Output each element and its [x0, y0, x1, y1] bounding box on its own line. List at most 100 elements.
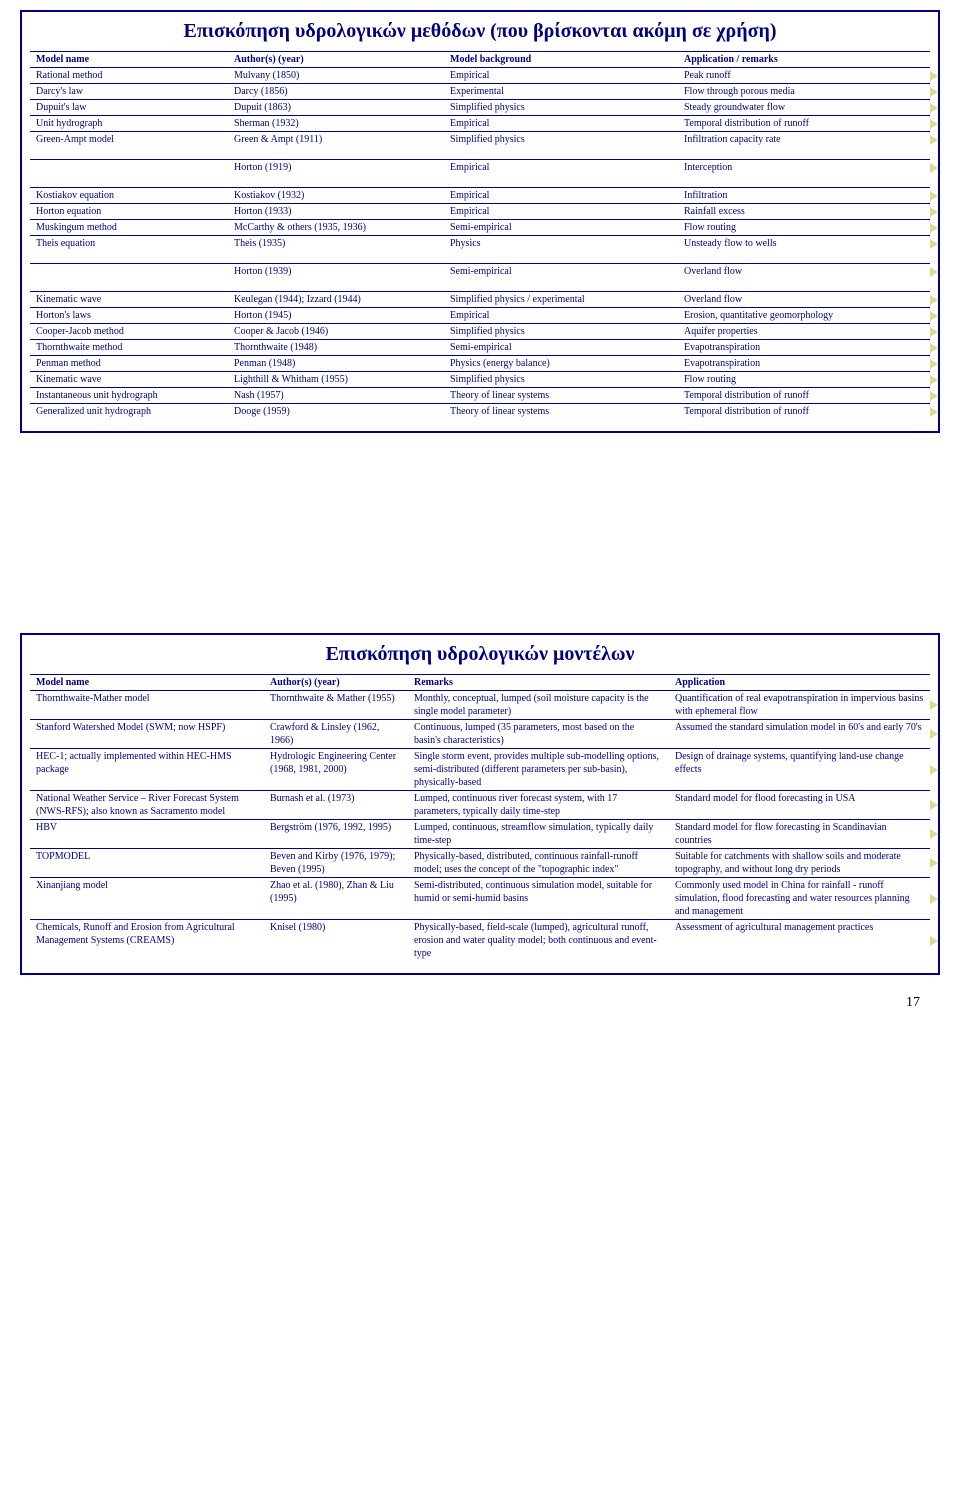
table-cell: Knisel (1980) — [264, 920, 408, 962]
table-cell: Simplified physics — [444, 324, 678, 340]
table-cell: Kinematic wave — [30, 292, 228, 308]
table-cell: Darcy's law — [30, 84, 228, 100]
table-cell: Sherman (1932) — [228, 116, 444, 132]
table-cell: Physically-based, field-scale (lumped), … — [408, 920, 669, 962]
table-cell: Theis (1935) — [228, 236, 444, 252]
table-cell: Simplified physics — [444, 372, 678, 388]
table-cell: Empirical — [444, 68, 678, 84]
table-cell: Temporal distribution of runoff — [678, 404, 930, 420]
table-cell: Horton (1939) — [228, 264, 444, 280]
table-row: National Weather Service – River Forecas… — [30, 791, 930, 820]
table-cell: Suitable for catchments with shallow soi… — [669, 849, 930, 878]
table-header: Remarks — [408, 675, 669, 691]
table-cell: Hydrologic Engineering Center (1968, 198… — [264, 749, 408, 791]
section-gap — [30, 251, 930, 264]
table-cell: Dupuit (1863) — [228, 100, 444, 116]
table-cell: Thornthwaite (1948) — [228, 340, 444, 356]
table-cell: Darcy (1856) — [228, 84, 444, 100]
table-cell: Flow routing — [678, 220, 930, 236]
table-cell: Flow routing — [678, 372, 930, 388]
table-cell: Quantification of real evapotranspiratio… — [669, 691, 930, 720]
table-cell: Simplified physics — [444, 100, 678, 116]
table-header: Application / remarks — [678, 52, 930, 68]
table-cell: Theory of linear systems — [444, 404, 678, 420]
table-row: Generalized unit hydrographDooge (1959)T… — [30, 404, 930, 420]
table-row: Penman methodPenman (1948)Physics (energ… — [30, 356, 930, 372]
table-cell: Steady groundwater flow — [678, 100, 930, 116]
table-cell: Experimental — [444, 84, 678, 100]
table-cell: TOPMODEL — [30, 849, 264, 878]
table-row: Horton equationHorton (1933)EmpiricalRai… — [30, 204, 930, 220]
table-cell: Nash (1957) — [228, 388, 444, 404]
table-row: Darcy's lawDarcy (1856)ExperimentalFlow … — [30, 84, 930, 100]
methods-table: Model nameAuthor(s) (year)Model backgrou… — [30, 51, 930, 419]
table-row: Unit hydrographSherman (1932)EmpiricalTe… — [30, 116, 930, 132]
table-cell: Stanford Watershed Model (SWM; now HSPF) — [30, 720, 264, 749]
table-cell: Standard model for flow forecasting in S… — [669, 820, 930, 849]
table-row: Green-Ampt modelGreen & Ampt (1911)Simpl… — [30, 132, 930, 148]
table-row: Theis equationTheis (1935)PhysicsUnstead… — [30, 236, 930, 252]
table-cell: Interception — [678, 160, 930, 176]
table-cell: Crawford & Linsley (1962, 1966) — [264, 720, 408, 749]
table-header: Model background — [444, 52, 678, 68]
table-cell: Unit hydrograph — [30, 116, 228, 132]
table-cell — [30, 160, 228, 176]
table-cell: Single storm event, provides multiple su… — [408, 749, 669, 791]
table-row: Kinematic waveLighthill & Whitham (1955)… — [30, 372, 930, 388]
table-cell: Physics — [444, 236, 678, 252]
table-cell: Aquifer properties — [678, 324, 930, 340]
table-row: Muskingum methodMcCarthy & others (1935,… — [30, 220, 930, 236]
table-cell: Cooper & Jacob (1946) — [228, 324, 444, 340]
table-cell: Rainfall excess — [678, 204, 930, 220]
table-cell: Generalized unit hydrograph — [30, 404, 228, 420]
table-cell: Empirical — [444, 308, 678, 324]
table-row: Stanford Watershed Model (SWM; now HSPF)… — [30, 720, 930, 749]
table-cell: Mulvany (1850) — [228, 68, 444, 84]
table-cell: Cooper-Jacob method — [30, 324, 228, 340]
table-cell: Horton (1919) — [228, 160, 444, 176]
table-cell: Semi-empirical — [444, 264, 678, 280]
table-row: Kostiakov equationKostiakov (1932)Empiri… — [30, 188, 930, 204]
table-cell: Evapotranspiration — [678, 340, 930, 356]
table-cell: National Weather Service – River Forecas… — [30, 791, 264, 820]
table-row: HBVBergström (1976, 1992, 1995)Lumped, c… — [30, 820, 930, 849]
table-cell: Horton's laws — [30, 308, 228, 324]
table-cell: Infiltration capacity rate — [678, 132, 930, 148]
methods-header-row: Model nameAuthor(s) (year)Model backgrou… — [30, 52, 930, 68]
page-number: 17 — [0, 985, 960, 1021]
section-gap — [30, 175, 930, 188]
table-cell: Physically-based, distributed, continuou… — [408, 849, 669, 878]
table-cell: Semi-empirical — [444, 340, 678, 356]
table-row: Horton (1919)EmpiricalInterception — [30, 160, 930, 176]
table-cell: Assumed the standard simulation model in… — [669, 720, 930, 749]
table-header: Author(s) (year) — [228, 52, 444, 68]
table-cell: Empirical — [444, 188, 678, 204]
table-cell: Semi-distributed, continuous simulation … — [408, 878, 669, 920]
table-cell: Erosion, quantitative geomorphology — [678, 308, 930, 324]
table-cell: Infiltration — [678, 188, 930, 204]
table-cell: Semi-empirical — [444, 220, 678, 236]
table-header: Author(s) (year) — [264, 675, 408, 691]
table-cell: Green & Ampt (1911) — [228, 132, 444, 148]
table-row: Horton's lawsHorton (1945)EmpiricalErosi… — [30, 308, 930, 324]
table-cell: Evapotranspiration — [678, 356, 930, 372]
table-cell: Standard model for flood forecasting in … — [669, 791, 930, 820]
models-header-row: Model nameAuthor(s) (year)RemarksApplica… — [30, 675, 930, 691]
table-cell: Lumped, continuous, streamflow simulatio… — [408, 820, 669, 849]
table-cell: Muskingum method — [30, 220, 228, 236]
table-row: Xinanjiang modelZhao et al. (1980), Zhan… — [30, 878, 930, 920]
table-cell: Simplified physics / experimental — [444, 292, 678, 308]
table-row: Thornthwaite methodThornthwaite (1948)Se… — [30, 340, 930, 356]
table-cell: Thornthwaite method — [30, 340, 228, 356]
table-cell: Bergström (1976, 1992, 1995) — [264, 820, 408, 849]
table-cell: Overland flow — [678, 264, 930, 280]
table-cell: Design of drainage systems, quantifying … — [669, 749, 930, 791]
table-cell: Overland flow — [678, 292, 930, 308]
table-cell: Xinanjiang model — [30, 878, 264, 920]
slide-methods: Επισκόπηση υδρολογικών μεθόδων (που βρίσ… — [20, 10, 940, 433]
section-gap — [30, 279, 930, 292]
table-row: Thornthwaite-Mather modelThornthwaite & … — [30, 691, 930, 720]
table-row: Instantaneous unit hydrographNash (1957)… — [30, 388, 930, 404]
table-row: Kinematic waveKeulegan (1944); Izzard (1… — [30, 292, 930, 308]
table-cell: Kostiakov (1932) — [228, 188, 444, 204]
